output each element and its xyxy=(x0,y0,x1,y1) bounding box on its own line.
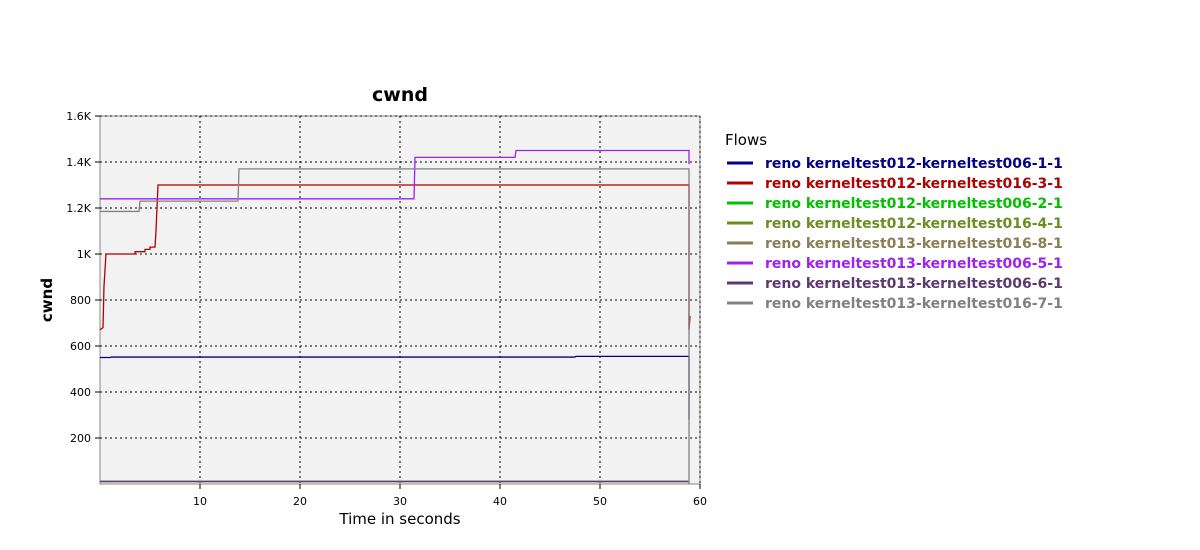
y-tick-label: 1.2K xyxy=(66,202,91,215)
legend-label: reno kerneltest012-kerneltest006-1-1 xyxy=(765,156,1063,172)
legend-title: Flows xyxy=(725,131,767,149)
x-axis: 10 20 30 40 50 60 xyxy=(193,484,707,508)
x-tick-label: 20 xyxy=(293,495,307,508)
y-axis: 200 400 600 800 1K 1.2K 1.4K 1.6K xyxy=(66,110,100,445)
series-line xyxy=(99,184,691,331)
chart-title: cwnd xyxy=(372,84,428,106)
x-tick-label: 10 xyxy=(193,495,207,508)
x-tick-label: 30 xyxy=(393,495,407,508)
y-tick-label: 1K xyxy=(77,248,92,261)
y-tick-label: 800 xyxy=(70,294,91,307)
legend-label: reno kerneltest013-kerneltest006-6-1 xyxy=(765,276,1063,292)
series-line xyxy=(100,168,690,484)
y-tick-label: 400 xyxy=(70,386,91,399)
grid-lines xyxy=(100,115,701,484)
legend-label: reno kerneltest013-kerneltest006-5-1 xyxy=(765,256,1063,272)
legend: reno kerneltest012-kerneltest006-1-1 reno… xyxy=(727,156,1063,312)
y-tick-label: 200 xyxy=(70,432,91,445)
series-lines xyxy=(99,149,691,484)
legend-label: reno kerneltest013-kerneltest016-7-1 xyxy=(765,296,1063,312)
x-tick-label: 40 xyxy=(493,495,507,508)
y-tick-label: 1.4K xyxy=(66,156,91,169)
y-tick-label: 600 xyxy=(70,340,91,353)
legend-label: reno kerneltest012-kerneltest006-2-1 xyxy=(765,196,1063,212)
legend-label: reno kerneltest012-kerneltest016-4-1 xyxy=(765,216,1063,232)
x-axis-title: Time in seconds xyxy=(338,510,460,528)
x-tick-label: 60 xyxy=(693,495,707,508)
legend-label: reno kerneltest012-kerneltest016-3-1 xyxy=(765,176,1063,192)
series-line xyxy=(100,149,690,200)
y-axis-title: cwnd xyxy=(38,278,56,322)
x-tick-label: 50 xyxy=(593,495,607,508)
legend-label: reno kerneltest013-kerneltest016-8-1 xyxy=(765,236,1063,252)
y-tick-label: 1.6K xyxy=(66,110,91,123)
